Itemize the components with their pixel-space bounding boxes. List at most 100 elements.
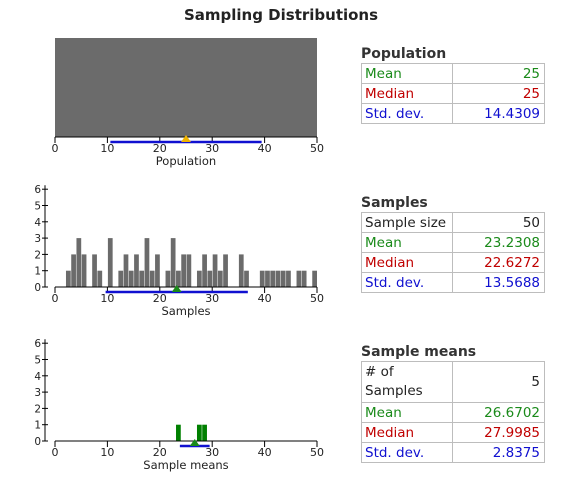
sample-means-mean-value: 26.6702: [452, 402, 545, 423]
histogram-bar: [202, 424, 207, 441]
x-tick-label: 10: [100, 446, 114, 459]
histogram-bar: [181, 254, 186, 287]
mean-marker-icon: [189, 439, 200, 446]
histogram-bar: [118, 270, 124, 287]
sample-count-label: # of Samples: [361, 361, 453, 403]
histogram-bar: [65, 270, 71, 287]
table-row: Std. dev. 13.5688: [361, 272, 545, 293]
histogram-bar: [139, 270, 145, 287]
samples-plot[interactable]: 0 1 2 3 4 5 6 0 10 20 30 40 50 Samples: [0, 170, 350, 330]
table-row: # of Samples 5: [361, 361, 545, 403]
sample-means-median-value: 27.9985: [452, 422, 545, 443]
y-tick-label: 2: [34, 249, 41, 261]
sample-means-stats-title: Sample means: [361, 344, 477, 360]
histogram-bar: [223, 254, 228, 287]
y-tick-label: 3: [34, 233, 41, 245]
histogram-bar: [270, 270, 276, 287]
table-row: Sample size 50: [361, 212, 545, 233]
histogram-bar: [217, 270, 223, 287]
sample-means-plot[interactable]: 0 1 2 3 4 5 6 0 10 20 30 40 50 Sample means: [0, 330, 350, 490]
y-tick-label: 3: [34, 387, 41, 399]
samples-mean-value: 23.2308: [452, 232, 545, 253]
x-tick-label: 10: [100, 142, 114, 155]
histogram-bar: [196, 270, 202, 287]
sample-size-label: Sample size: [361, 212, 453, 233]
histogram-bar: [128, 270, 134, 287]
x-tick-label: 50: [310, 446, 324, 459]
histogram-bar: [265, 270, 270, 287]
y-tick-label: 4: [34, 371, 41, 383]
samples-median-label: Median: [361, 252, 453, 273]
table-row: Mean 25: [361, 63, 545, 84]
x-axis-label: Population: [156, 154, 216, 168]
population-stats-table: Mean 25 Median 25 Std. dev. 14.4309: [361, 63, 545, 124]
histogram-bar: [207, 270, 213, 287]
samples-mean-label: Mean: [361, 232, 453, 253]
x-tick-label: 50: [310, 142, 324, 155]
histogram-bar: [76, 238, 82, 287]
x-axis-label: Samples: [161, 304, 210, 318]
table-row: Std. dev. 14.4309: [361, 103, 545, 124]
x-tick-label: 30: [205, 142, 219, 155]
histogram-bar: [312, 270, 317, 287]
population-sd-label: Std. dev.: [361, 103, 453, 124]
samples-stats: Samples Sample size 50 Mean 23.2308 Medi…: [361, 195, 545, 293]
x-tick-label: 20: [153, 292, 167, 305]
histogram-bar: [301, 270, 307, 287]
population-sd-value: 14.4309: [452, 103, 545, 124]
x-tick-label: 50: [310, 292, 324, 305]
y-tick-label: 1: [34, 420, 41, 432]
y-tick-label: 0: [34, 282, 41, 294]
sample-means-sd-value: 2.8375: [452, 442, 545, 463]
samples-sd-label: Std. dev.: [361, 272, 453, 293]
histogram-bar: [149, 270, 155, 287]
population-plot[interactable]: 0 10 20 30 40 50 Population: [0, 0, 350, 170]
population-panel: 0 10 20 30 40 50 Population Population Mean 25…: [0, 0, 562, 170]
x-tick-label: 0: [52, 446, 59, 459]
histogram-bar: [97, 270, 103, 287]
x-tick-label: 0: [52, 292, 59, 305]
y-tick-label: 5: [34, 355, 41, 367]
table-row: Median 22.6272: [361, 252, 545, 273]
x-tick-label: 0: [52, 142, 59, 155]
x-tick-label: 40: [258, 292, 272, 305]
table-row: Mean 23.2308: [361, 232, 545, 253]
sample-means-stats-table: # of Samples 5 Mean 26.6702 Median 27.99…: [361, 361, 545, 463]
histogram-bar: [286, 270, 291, 287]
population-median-value: 25: [452, 83, 545, 104]
population-mean-label: Mean: [361, 63, 453, 84]
y-tick-label: 0: [34, 436, 41, 448]
histogram-bar: [144, 238, 150, 287]
y-tick-label: 4: [34, 217, 41, 229]
histogram-bar: [238, 254, 244, 287]
histogram-bar: [107, 238, 113, 287]
y-tick-label: 6: [34, 184, 41, 196]
samples-panel: 0 1 2 3 4 5 6 0 10 20 30 40 50 Samples Samples Sample…: [0, 170, 562, 330]
x-axis-label: Sample means: [143, 458, 228, 472]
histogram-bar: [259, 270, 265, 287]
histogram-bar: [81, 254, 87, 287]
samples-median-value: 22.6272: [452, 252, 545, 273]
population-median-label: Median: [361, 83, 453, 104]
histogram-bar: [170, 238, 176, 287]
histogram-bar: [244, 270, 249, 287]
y-tick-label: 6: [34, 338, 41, 350]
x-tick-label: 30: [205, 446, 219, 459]
x-tick-label: 20: [153, 446, 167, 459]
histogram-bar: [212, 254, 218, 287]
histogram-bar: [202, 254, 207, 287]
table-row: Mean 26.6702: [361, 402, 545, 423]
histogram-bar: [92, 254, 97, 287]
y-tick-label: 1: [34, 266, 41, 278]
y-tick-label: 5: [34, 201, 41, 213]
histogram-bar: [176, 270, 181, 287]
x-tick-label: 20: [153, 142, 167, 155]
x-tick-label: 40: [258, 446, 272, 459]
y-tick-label: 2: [34, 403, 41, 415]
sample-means-panel: 0 1 2 3 4 5 6 0 10 20 30 40 50 Sample means Sample me…: [0, 330, 562, 492]
table-row: Median 25: [361, 83, 545, 104]
table-row: Median 27.9985: [361, 422, 545, 443]
samples-sd-value: 13.5688: [452, 272, 545, 293]
histogram-bar: [275, 270, 281, 287]
x-tick-label: 40: [258, 142, 272, 155]
